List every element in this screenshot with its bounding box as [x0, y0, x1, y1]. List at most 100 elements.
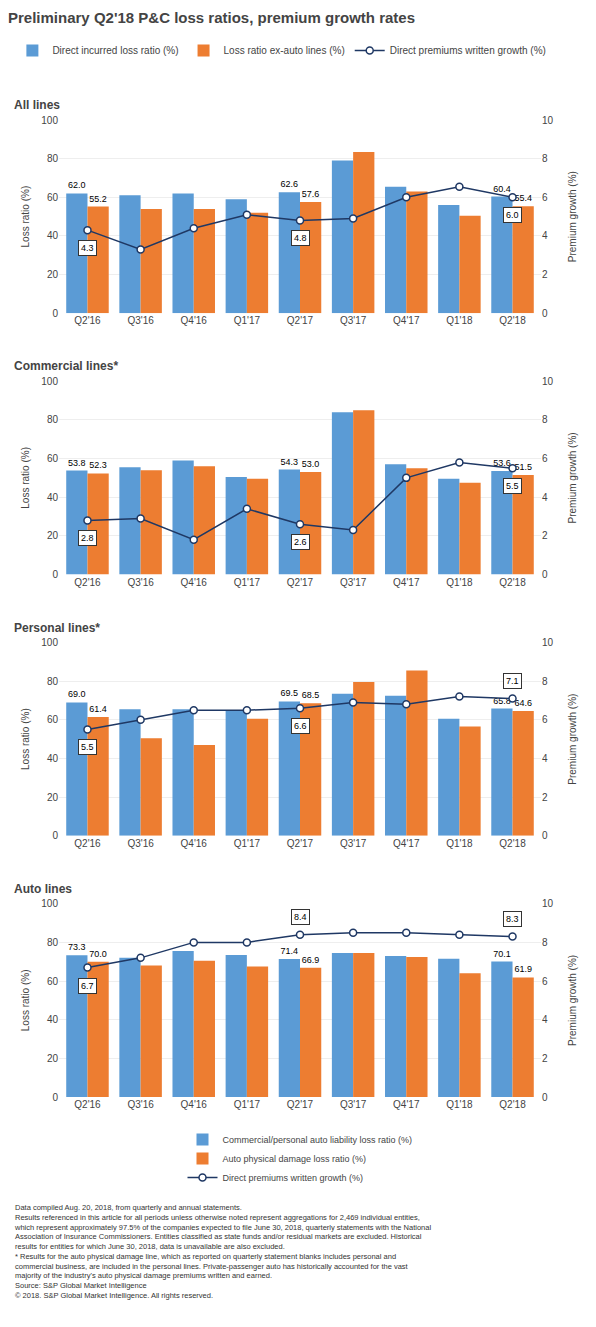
svg-text:60: 60	[47, 976, 59, 987]
svg-text:Loss ratio (%): Loss ratio (%)	[20, 708, 31, 770]
svg-text:6: 6	[542, 714, 548, 725]
svg-text:Q1'17: Q1'17	[234, 577, 261, 588]
svg-text:20: 20	[47, 530, 59, 541]
svg-text:2.6: 2.6	[294, 537, 307, 547]
svg-text:Loss ratio (%): Loss ratio (%)	[20, 186, 31, 248]
svg-text:Q2'16: Q2'16	[74, 1099, 101, 1110]
svg-text:53.6: 53.6	[493, 458, 511, 468]
svg-text:6.6: 6.6	[294, 721, 307, 731]
svg-text:Commercial lines*: Commercial lines*	[14, 359, 118, 373]
svg-text:4: 4	[542, 230, 548, 241]
svg-text:10: 10	[542, 115, 554, 126]
svg-text:Premium growth (%): Premium growth (%)	[567, 694, 578, 785]
svg-text:0: 0	[542, 308, 548, 319]
svg-text:69.5: 69.5	[281, 688, 299, 698]
svg-text:52.3: 52.3	[89, 460, 107, 470]
svg-text:80: 80	[47, 937, 59, 948]
svg-text:55.2: 55.2	[89, 194, 107, 204]
svg-text:4: 4	[542, 1014, 548, 1025]
svg-text:4.8: 4.8	[294, 233, 307, 243]
svg-text:Q1'18: Q1'18	[446, 315, 473, 326]
svg-text:Q3'17: Q3'17	[340, 838, 367, 849]
svg-text:20: 20	[47, 792, 59, 803]
svg-text:6: 6	[542, 192, 548, 203]
svg-text:70.1: 70.1	[493, 949, 511, 959]
svg-text:Q1'18: Q1'18	[446, 838, 473, 849]
svg-text:8: 8	[542, 153, 548, 164]
svg-text:62.6: 62.6	[281, 179, 299, 189]
svg-text:6: 6	[542, 976, 548, 987]
svg-text:Q2'18: Q2'18	[499, 577, 526, 588]
svg-text:54.3: 54.3	[281, 457, 299, 467]
svg-text:80: 80	[47, 414, 59, 425]
svg-text:Q1'18: Q1'18	[446, 577, 473, 588]
svg-text:73.3: 73.3	[68, 942, 86, 952]
svg-text:Q2'16: Q2'16	[74, 577, 101, 588]
svg-text:8.3: 8.3	[506, 914, 519, 924]
svg-text:Q3'17: Q3'17	[340, 315, 367, 326]
svg-text:68.5: 68.5	[302, 690, 320, 700]
svg-text:2: 2	[542, 269, 548, 280]
svg-text:Q1'17: Q1'17	[234, 315, 261, 326]
svg-text:Commercial/personal auto liabi: Commercial/personal auto liability loss …	[223, 1135, 413, 1145]
svg-text:Loss ratio (%): Loss ratio (%)	[20, 447, 31, 509]
svg-text:Q1'17: Q1'17	[234, 1099, 261, 1110]
svg-text:0: 0	[542, 830, 548, 841]
svg-text:57.6: 57.6	[302, 189, 320, 199]
svg-text:Q4'16: Q4'16	[181, 838, 208, 849]
svg-text:60: 60	[47, 192, 59, 203]
svg-text:53.8: 53.8	[68, 458, 86, 468]
svg-text:Preliminary Q2'18 P&C loss rat: Preliminary Q2'18 P&C loss ratios, premi…	[8, 9, 415, 26]
svg-text:5.5: 5.5	[81, 742, 94, 752]
svg-text:70.0: 70.0	[89, 949, 107, 959]
svg-text:6: 6	[542, 453, 548, 464]
svg-text:0: 0	[542, 569, 548, 580]
svg-text:Q4'17: Q4'17	[393, 577, 420, 588]
svg-text:Q4'16: Q4'16	[181, 1099, 208, 1110]
svg-text:10: 10	[542, 376, 554, 387]
svg-text:Auto physical damage loss rati: Auto physical damage loss ratio (%)	[223, 1154, 367, 1164]
svg-text:Q3'16: Q3'16	[127, 838, 154, 849]
svg-text:Loss ratio (%): Loss ratio (%)	[20, 970, 31, 1032]
svg-text:Q4'17: Q4'17	[393, 315, 420, 326]
svg-text:Q4'16: Q4'16	[181, 577, 208, 588]
svg-text:Q1'18: Q1'18	[446, 1099, 473, 1110]
svg-text:Q2'16: Q2'16	[74, 838, 101, 849]
svg-text:Premium growth (%): Premium growth (%)	[567, 955, 578, 1046]
svg-text:64.6: 64.6	[514, 698, 532, 708]
svg-text:20: 20	[47, 269, 59, 280]
svg-text:8: 8	[542, 414, 548, 425]
svg-text:Q4'17: Q4'17	[393, 838, 420, 849]
svg-text:66.9: 66.9	[302, 955, 320, 965]
svg-text:Q2'18: Q2'18	[499, 838, 526, 849]
svg-text:53.0: 53.0	[302, 459, 320, 469]
svg-text:Q3'16: Q3'16	[127, 315, 154, 326]
svg-text:Auto lines: Auto lines	[14, 882, 72, 896]
svg-text:10: 10	[542, 898, 554, 909]
svg-text:61.4: 61.4	[89, 704, 107, 714]
svg-text:6.0: 6.0	[506, 210, 519, 220]
svg-text:80: 80	[47, 676, 59, 687]
svg-text:Q3'16: Q3'16	[127, 577, 154, 588]
svg-text:20: 20	[47, 1053, 59, 1064]
svg-text:Direct incurred loss ratio (%): Direct incurred loss ratio (%)	[52, 45, 178, 56]
svg-text:Q2'16: Q2'16	[74, 315, 101, 326]
svg-text:0: 0	[52, 569, 58, 580]
svg-text:80: 80	[47, 153, 59, 164]
svg-text:69.0: 69.0	[68, 689, 86, 699]
svg-text:71.4: 71.4	[281, 946, 299, 956]
svg-text:100: 100	[41, 376, 58, 387]
svg-text:Q1'17: Q1'17	[234, 838, 261, 849]
svg-text:4: 4	[542, 753, 548, 764]
svg-text:4: 4	[542, 492, 548, 503]
svg-text:7.1: 7.1	[506, 676, 519, 686]
svg-text:4.3: 4.3	[81, 243, 94, 253]
svg-text:Q2'17: Q2'17	[287, 577, 314, 588]
svg-text:2.8: 2.8	[81, 533, 94, 543]
svg-text:62.0: 62.0	[68, 180, 86, 190]
svg-text:Q2'17: Q2'17	[287, 1099, 314, 1110]
svg-text:Premium growth (%): Premium growth (%)	[567, 432, 578, 523]
svg-text:Q2'18: Q2'18	[499, 315, 526, 326]
svg-text:5.5: 5.5	[506, 481, 519, 491]
svg-text:60: 60	[47, 453, 59, 464]
